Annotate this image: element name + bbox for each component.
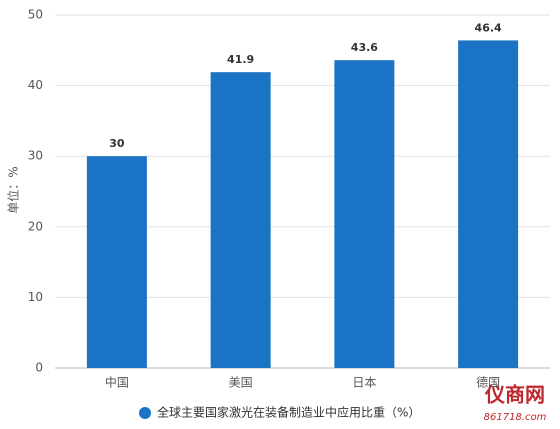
value-label: 43.6 bbox=[351, 41, 378, 54]
y-tick-label: 10 bbox=[28, 290, 43, 304]
y-axis-label: 单位：% bbox=[6, 166, 21, 213]
y-tick-label: 50 bbox=[28, 8, 43, 22]
value-label: 46.4 bbox=[475, 21, 502, 34]
bar bbox=[86, 156, 147, 368]
value-label: 30 bbox=[109, 137, 125, 150]
value-label: 41.9 bbox=[227, 53, 254, 66]
bar bbox=[458, 40, 519, 368]
x-tick-label: 日本 bbox=[352, 376, 376, 390]
legend-label: 全球主要国家激光在装备制造业中应用比重（%） bbox=[157, 405, 420, 420]
bar bbox=[334, 60, 395, 369]
y-tick-label: 0 bbox=[35, 361, 43, 375]
legend-marker bbox=[139, 407, 151, 419]
x-tick-label: 美国 bbox=[229, 376, 253, 390]
y-tick-label: 40 bbox=[28, 78, 43, 92]
x-tick-label: 德国 bbox=[476, 375, 500, 390]
bar bbox=[210, 72, 271, 368]
watermark-name: 仪商网 bbox=[484, 383, 545, 407]
y-tick-label: 30 bbox=[28, 149, 43, 163]
x-tick-label: 中国 bbox=[105, 375, 129, 390]
y-tick-label: 20 bbox=[28, 219, 43, 233]
watermark-url: 861718.com bbox=[484, 412, 547, 423]
